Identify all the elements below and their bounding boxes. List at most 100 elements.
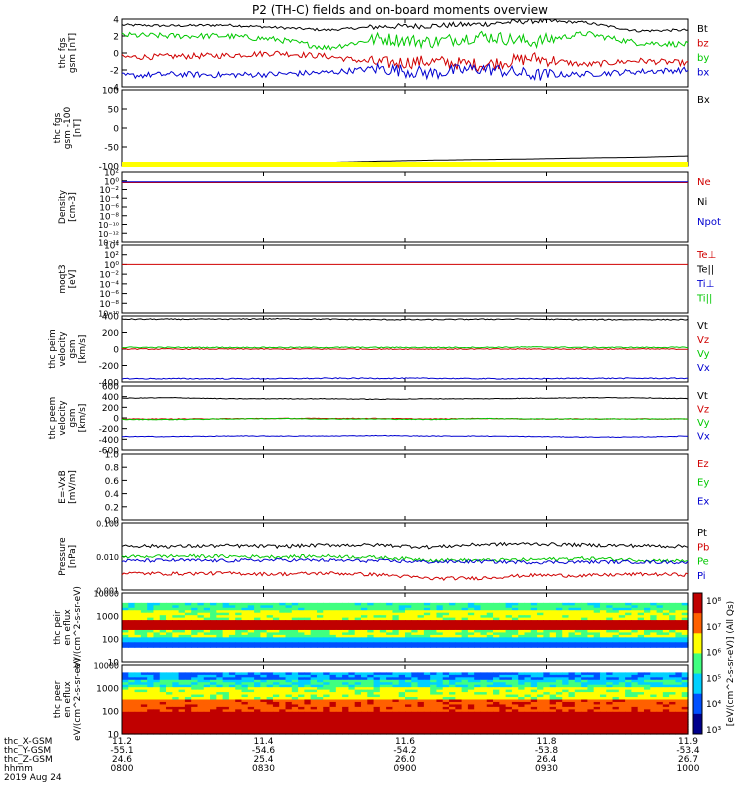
heatmap-cell <box>669 642 677 646</box>
heatmap-cell <box>493 602 500 606</box>
heatmap-cell <box>530 605 538 609</box>
heatmap-cell <box>140 629 148 634</box>
heatmap-cell <box>228 714 236 718</box>
heatmap-cell <box>574 679 582 683</box>
heatmap-cell <box>210 689 217 693</box>
heatmap-cell <box>411 721 419 725</box>
heatmap-cell <box>335 711 343 715</box>
heatmap-cell <box>675 729 683 733</box>
heatmap-cell <box>228 721 236 725</box>
heatmap-cell <box>662 620 670 624</box>
heatmap-cell <box>480 709 488 713</box>
heatmap-cell <box>354 709 362 713</box>
heatmap-cell <box>342 692 349 696</box>
heatmap-cell <box>342 697 349 701</box>
heatmap-cell <box>637 704 645 708</box>
heatmap-cell <box>134 679 142 683</box>
heatmap-cell <box>228 706 236 710</box>
legend-by: by <box>697 53 709 64</box>
heatmap-cell <box>511 634 519 638</box>
heatmap-cell <box>480 716 488 720</box>
heatmap-cell <box>436 684 444 688</box>
heatmap-cell <box>203 716 211 720</box>
heatmap-cell <box>436 679 444 683</box>
heatmap-cell <box>493 699 500 703</box>
y-tick-label: 10⁻¹⁴ <box>98 239 119 248</box>
colorbar-segment <box>693 673 702 695</box>
heatmap-cell <box>386 632 394 636</box>
heatmap-cell <box>316 721 324 725</box>
heatmap-cell <box>285 644 293 648</box>
heatmap-cell <box>386 729 394 733</box>
heatmap-cell <box>493 679 500 683</box>
heatmap-cell <box>568 620 576 624</box>
heatmap-cell <box>329 637 337 641</box>
heatmap-cell <box>618 639 626 643</box>
heatmap-cell <box>398 682 406 686</box>
panel-frame <box>121 89 689 167</box>
heatmap-cell <box>172 699 180 703</box>
heatmap-cell <box>449 697 456 701</box>
heatmap-cell <box>159 677 167 681</box>
heatmap-cell <box>316 617 324 621</box>
heatmap-cell <box>442 607 450 611</box>
heatmap-cell <box>467 704 475 708</box>
heatmap-cell <box>222 622 230 626</box>
heatmap-cell <box>436 697 444 701</box>
heatmap-cell <box>662 724 670 728</box>
heatmap-cell <box>461 625 469 629</box>
heatmap-cell <box>474 642 482 646</box>
heatmap-cell <box>505 697 513 701</box>
heatmap-cell <box>656 719 664 723</box>
heatmap-cell <box>669 639 677 643</box>
heatmap-cell <box>461 701 469 706</box>
heatmap-cell <box>360 716 368 720</box>
heatmap-cell <box>524 724 532 728</box>
heatmap-cell <box>392 620 400 624</box>
heatmap-cell <box>210 634 217 638</box>
heatmap-cell <box>675 674 683 678</box>
heatmap-cell <box>480 679 488 683</box>
heatmap-cell <box>593 677 601 681</box>
heatmap-cell <box>518 701 526 706</box>
y-tick-label: 400 <box>102 393 119 403</box>
heatmap-cell <box>386 607 394 611</box>
heatmap-cell <box>650 620 658 624</box>
heatmap-cell <box>379 627 387 631</box>
colorbar-segment <box>693 593 702 614</box>
heatmap-cell <box>367 699 375 703</box>
heatmap-cell <box>681 627 689 631</box>
heatmap-cell <box>675 726 683 730</box>
heatmap-cell <box>543 620 551 624</box>
heatmap-cell <box>549 610 557 614</box>
heatmap-cell <box>423 617 431 621</box>
heatmap-cell <box>386 629 394 634</box>
heatmap-cell <box>631 629 639 634</box>
heatmap-cell <box>335 679 343 683</box>
y-axis-label: gsm [nT] <box>68 33 78 73</box>
heatmap-cell <box>272 684 280 688</box>
heatmap-cell <box>574 612 582 616</box>
heatmap-cell <box>304 677 312 681</box>
heatmap-cell <box>316 697 324 701</box>
heatmap-cell <box>398 729 406 733</box>
heatmap-cell <box>681 602 689 606</box>
heatmap-cell <box>587 677 595 681</box>
heatmap-cell <box>329 632 337 636</box>
heatmap-cell <box>254 625 261 629</box>
heatmap-cell <box>461 620 469 624</box>
heatmap-cell <box>360 615 368 619</box>
heatmap-cell <box>467 672 475 676</box>
heatmap-cell <box>348 672 356 676</box>
heatmap-cell <box>147 607 155 611</box>
heatmap-cell <box>430 709 438 713</box>
heatmap-cell <box>279 672 287 676</box>
heatmap-cell <box>493 617 500 621</box>
heatmap-cell <box>228 682 236 686</box>
heatmap-cell <box>272 622 280 626</box>
heatmap-cell <box>348 704 356 708</box>
heatmap-cell <box>379 615 387 619</box>
heatmap-cell <box>593 714 601 718</box>
heatmap-cell <box>405 684 412 688</box>
heatmap-cell <box>562 632 570 636</box>
